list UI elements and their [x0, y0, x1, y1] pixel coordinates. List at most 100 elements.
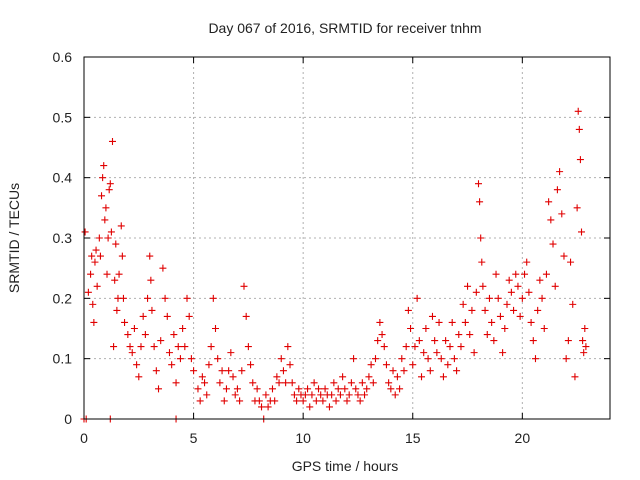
data-point	[304, 385, 312, 393]
data-point	[580, 349, 588, 357]
data-point	[92, 246, 100, 254]
data-point	[214, 355, 222, 363]
data-point	[393, 373, 401, 381]
data-point	[286, 361, 294, 369]
data-point	[567, 258, 575, 266]
data-point	[363, 385, 371, 393]
data-point	[426, 367, 434, 375]
data-point	[564, 337, 572, 345]
data-point	[354, 391, 362, 399]
data-point	[115, 270, 123, 278]
data-point	[479, 282, 487, 290]
data-point	[518, 294, 526, 302]
data-point	[380, 343, 388, 351]
data-point	[212, 325, 219, 332]
data-point	[477, 234, 485, 242]
data-point	[293, 397, 301, 405]
y-tick-label: 0.3	[53, 230, 73, 246]
data-point	[507, 288, 515, 296]
data-point	[150, 343, 158, 351]
chart-title: Day 067 of 2016, SRMTID for receiver tnh…	[208, 20, 481, 36]
data-point	[247, 361, 255, 369]
data-point	[102, 204, 110, 212]
data-point	[301, 391, 309, 399]
data-point	[264, 403, 272, 411]
x-tick-label: 0	[80, 430, 88, 446]
data-point	[369, 379, 377, 387]
data-point	[209, 294, 217, 302]
data-point	[468, 306, 476, 314]
data-point	[455, 331, 463, 339]
data-point	[582, 343, 590, 351]
data-point	[409, 361, 417, 369]
x-tick-label: 15	[405, 430, 421, 446]
data-point	[499, 349, 507, 357]
data-point	[578, 228, 586, 236]
data-point	[288, 379, 296, 387]
data-point	[461, 318, 469, 326]
data-point	[220, 397, 228, 405]
data-point	[233, 385, 241, 393]
data-point	[319, 397, 327, 405]
data-point	[581, 325, 589, 332]
data-point	[284, 343, 292, 351]
data-point	[457, 343, 465, 351]
data-point	[88, 252, 96, 260]
data-point	[418, 373, 426, 381]
data-point	[562, 355, 570, 363]
data-point	[437, 355, 445, 363]
data-point	[521, 270, 529, 278]
data-point	[576, 156, 584, 164]
data-point	[268, 385, 276, 393]
data-point	[490, 337, 498, 345]
data-point	[428, 312, 436, 320]
data-point	[165, 349, 173, 357]
data-point	[391, 391, 399, 399]
data-point	[135, 373, 143, 381]
data-point	[376, 318, 384, 326]
data-point	[545, 198, 553, 206]
data-point	[549, 240, 557, 248]
data-point	[121, 318, 129, 326]
data-point	[525, 288, 533, 296]
data-point	[514, 282, 522, 290]
data-point	[339, 373, 347, 381]
data-point	[238, 367, 246, 375]
data-point	[308, 391, 316, 399]
data-point	[575, 125, 583, 133]
data-point	[105, 186, 113, 194]
data-point	[194, 385, 202, 393]
data-point	[374, 337, 382, 345]
data-point	[163, 312, 171, 320]
data-point	[551, 282, 559, 290]
y-tick-label: 0.5	[53, 109, 73, 125]
data-point	[336, 391, 344, 399]
data-point	[112, 240, 120, 248]
data-point	[100, 162, 108, 170]
data-point	[117, 222, 125, 230]
data-point	[478, 258, 486, 266]
data-point	[361, 391, 369, 399]
data-point	[492, 270, 500, 278]
data-point	[558, 210, 566, 218]
data-point	[144, 294, 152, 302]
data-point	[424, 355, 432, 363]
data-point	[137, 343, 145, 351]
data-point	[505, 276, 513, 284]
data-point	[258, 403, 266, 411]
data-point	[343, 397, 351, 405]
data-point	[574, 107, 582, 115]
data-point	[367, 361, 375, 369]
data-point	[244, 343, 252, 351]
data-point	[99, 174, 107, 182]
data-point	[396, 385, 404, 393]
data-point	[227, 349, 235, 357]
data-point	[110, 343, 118, 351]
data-point	[295, 385, 303, 393]
y-tick-label: 0	[64, 411, 72, 427]
data-point	[161, 294, 169, 302]
data-points	[80, 107, 590, 423]
data-point	[87, 270, 95, 278]
data-point	[494, 294, 502, 302]
data-point	[536, 276, 544, 284]
